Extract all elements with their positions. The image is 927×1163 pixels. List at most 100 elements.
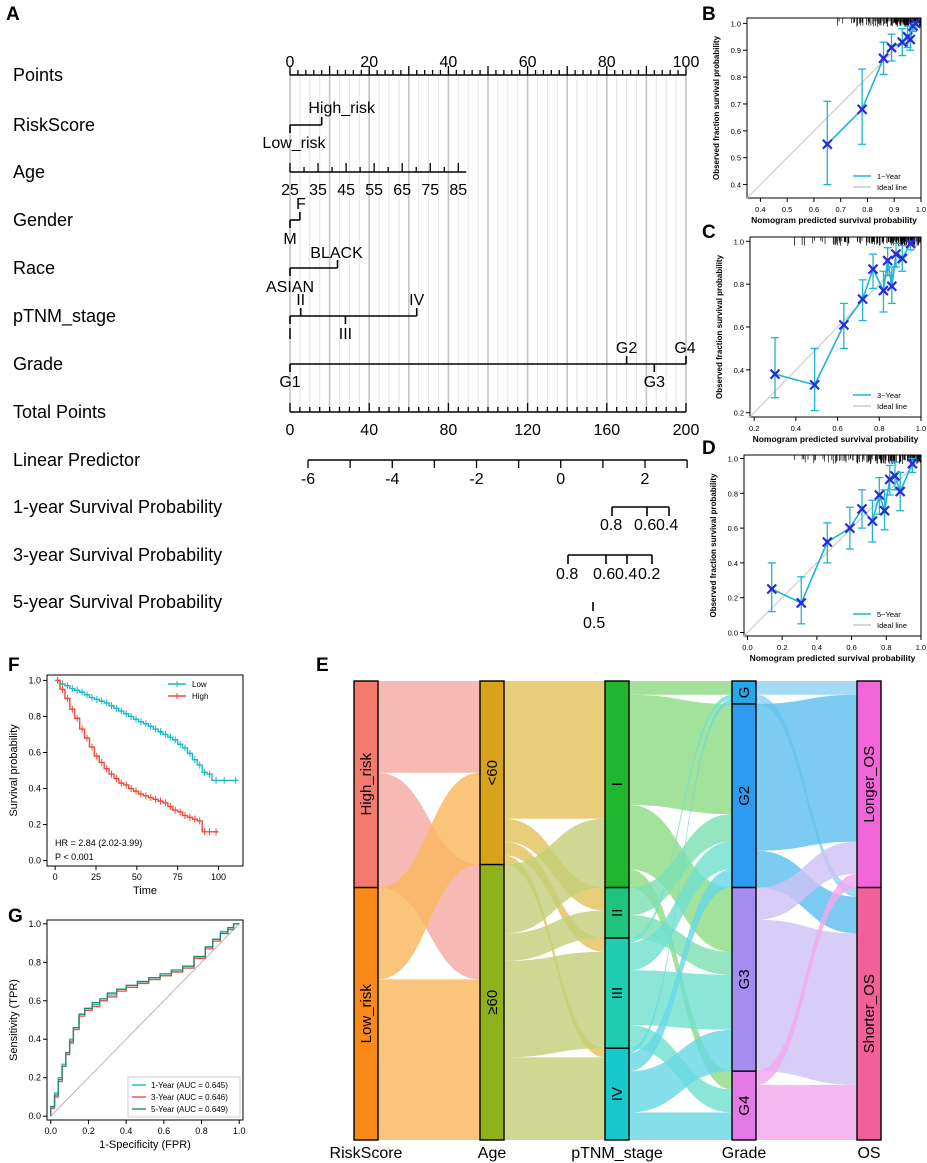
km-censor-mark bbox=[94, 752, 99, 760]
linear-predictor-tick-label: 2 bbox=[641, 471, 650, 488]
x-tick-label: 0.0 bbox=[742, 643, 752, 652]
y-tick-label: 0.0 bbox=[28, 856, 41, 866]
panel-letter-f: F bbox=[8, 655, 20, 676]
x-tick-label: 75 bbox=[173, 872, 183, 882]
y-tick-label: 1.0 bbox=[734, 237, 744, 246]
calibration-mean-marker bbox=[766, 583, 778, 595]
survival-3y-tick-label: 0.4 bbox=[615, 566, 637, 583]
x-tick-label: 0.4 bbox=[120, 1126, 133, 1136]
km-censor-mark bbox=[89, 694, 94, 702]
age-tick-label: 55 bbox=[365, 182, 383, 199]
y-tick-label: 0.4 bbox=[28, 784, 41, 794]
total-points-tick-label: 160 bbox=[593, 422, 620, 439]
x-tick-label: 0.5 bbox=[782, 205, 792, 214]
km-censor-mark bbox=[233, 776, 238, 784]
nomogram-row-label: Age bbox=[13, 162, 45, 182]
calibration-mean-marker bbox=[856, 104, 868, 115]
km-censor-mark bbox=[183, 812, 188, 820]
sankey-flow bbox=[756, 681, 857, 695]
stage-level-label: III bbox=[339, 326, 352, 343]
km-censor-mark bbox=[173, 806, 178, 814]
km-censor-mark bbox=[134, 715, 139, 723]
km-censor-mark bbox=[109, 702, 114, 710]
y-tick-label: 0.2 bbox=[734, 409, 744, 418]
y-tick-label: 0.6 bbox=[728, 524, 738, 533]
y-axis-title: Survival probability bbox=[8, 724, 20, 817]
y-tick-label: 0.4 bbox=[728, 559, 738, 568]
km-censor-mark bbox=[143, 792, 148, 800]
sankey-node bbox=[604, 886, 630, 939]
survival-3y-tick-label: 0.2 bbox=[638, 566, 660, 583]
sankey-axis-label: RiskScore bbox=[330, 1145, 403, 1162]
x-tick-label: 0.6 bbox=[809, 205, 819, 214]
linear-predictor-tick-label: -6 bbox=[301, 471, 315, 488]
sankey-node bbox=[856, 886, 882, 1141]
legend-label-ideal: Ideal line bbox=[877, 621, 907, 630]
km-censor-mark bbox=[187, 749, 192, 757]
km-censor-mark bbox=[214, 828, 219, 836]
sankey-axis-label: Age bbox=[478, 1145, 507, 1162]
sankey-node-label: G4 bbox=[736, 1096, 753, 1116]
sankey-flow bbox=[504, 681, 605, 819]
sankey-flow bbox=[504, 910, 605, 961]
sankey-flow bbox=[629, 841, 732, 971]
km-censor-mark bbox=[153, 795, 158, 803]
calibration-mean-marker bbox=[910, 18, 921, 29]
y-tick-label: 0.2 bbox=[728, 594, 738, 603]
panel-e-sankey: High_riskLow_riskRiskScore<60≥60AgeIIIII… bbox=[330, 680, 882, 1162]
km-censor-mark bbox=[148, 722, 153, 730]
nomogram-row-label: Race bbox=[13, 258, 55, 278]
sankey-node bbox=[604, 937, 630, 1049]
calibration-mean-marker bbox=[822, 138, 833, 150]
km-censor-mark bbox=[104, 765, 109, 773]
panel-letter-b: B bbox=[702, 4, 716, 25]
roc-legend-label: 1-Year (AUC = 0.645) bbox=[151, 1081, 228, 1090]
y-tick-label: 0.7 bbox=[731, 100, 741, 109]
nomogram-row-label: Total Points bbox=[13, 402, 106, 422]
km-censor-mark bbox=[99, 697, 104, 705]
grade-level-label: G3 bbox=[644, 374, 665, 391]
x-tick-label: 1.0 bbox=[916, 205, 926, 214]
points-tick-label: 0 bbox=[286, 54, 295, 71]
sankey-flow bbox=[756, 1084, 857, 1140]
km-censor-mark bbox=[94, 695, 99, 703]
km-censor-mark bbox=[158, 728, 163, 736]
panel-b-calibration-1year: 0.4 0.5 0.6 0.7 0.8 0.9 1.0 0.4 0.5 0.6 0.7 0.8 0.9 1… bbox=[712, 17, 926, 225]
sankey-flow bbox=[756, 841, 857, 920]
calibration-mean-marker bbox=[894, 486, 906, 497]
nomogram-row-label: RiskScore bbox=[13, 115, 95, 135]
sankey-flow bbox=[629, 1112, 732, 1140]
panel-d-calibration-5year: 0.0 0.2 0.4 0.6 0.8 1.00.00.20.40.60.81.0Nomo… bbox=[709, 454, 926, 663]
sankey-flow bbox=[378, 681, 480, 773]
km-censor-mark bbox=[80, 725, 85, 733]
km-censor-mark bbox=[138, 790, 143, 798]
gender-level-label: M bbox=[283, 231, 296, 248]
x-tick-label: 0.6 bbox=[832, 424, 842, 433]
grade-level-label: G1 bbox=[279, 374, 300, 391]
roc-plot-frame bbox=[46, 919, 244, 1121]
km-censor-mark bbox=[207, 770, 212, 778]
points-tick-label: 40 bbox=[440, 54, 458, 71]
calibration-mean-marker bbox=[838, 319, 850, 331]
x-tick-label: 0.4 bbox=[791, 424, 801, 433]
y-axis-title: Sensitivity (TPR) bbox=[8, 979, 20, 1061]
calibration-mean-marker bbox=[844, 522, 856, 534]
x-tick-label: 0.7 bbox=[835, 205, 845, 214]
calibration-mean-marker bbox=[905, 238, 916, 249]
sankey-node bbox=[856, 680, 882, 889]
km-censor-mark bbox=[143, 720, 148, 728]
sankey-flows bbox=[378, 681, 857, 1140]
calibration-mean-marker bbox=[867, 515, 878, 527]
km-censor-mark bbox=[214, 776, 219, 784]
ideal-line bbox=[749, 240, 922, 418]
sankey-node-label: Shorter_OS bbox=[861, 974, 878, 1053]
panel-letter-g: G bbox=[8, 906, 23, 927]
nomogram-row-label: 5-year Survival Probability bbox=[13, 592, 222, 612]
calibration-mean-marker bbox=[857, 293, 868, 305]
y-tick-label: 1.0 bbox=[28, 919, 41, 929]
sankey-node-label: III bbox=[609, 987, 626, 1000]
km-censor-mark bbox=[109, 770, 114, 778]
calibration-mean-marker bbox=[795, 597, 807, 609]
y-tick-label: 0.8 bbox=[731, 73, 741, 82]
